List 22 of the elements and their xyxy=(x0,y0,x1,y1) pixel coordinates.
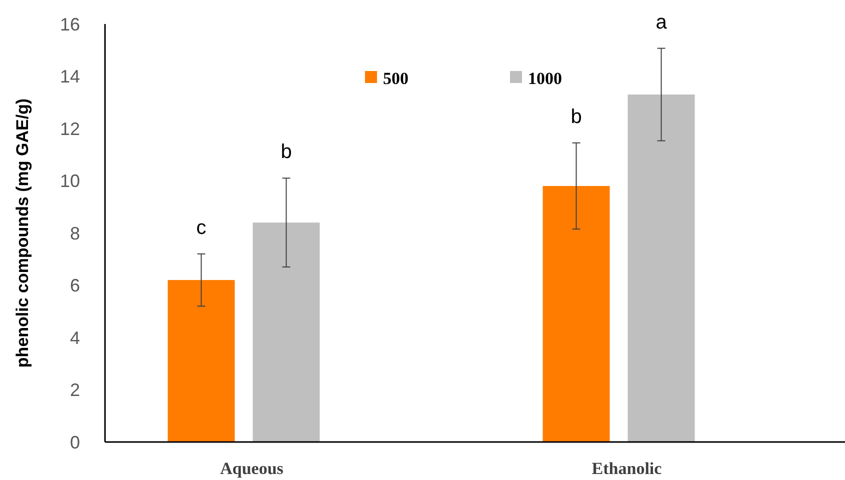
annotation: c xyxy=(196,216,206,239)
y-tick-label: 2 xyxy=(70,380,80,400)
y-axis-title: phenolic compounds (mg GAE/g) xyxy=(13,98,32,368)
x-tick-label: Ethanolic xyxy=(592,459,662,478)
legend-label: 500 xyxy=(383,68,408,88)
bar xyxy=(628,94,695,442)
bar xyxy=(542,186,610,442)
y-tick-label: 0 xyxy=(70,432,80,452)
bar xyxy=(252,222,320,442)
y-tick-label: 10 xyxy=(60,171,80,192)
annotation: a xyxy=(656,11,668,34)
bar xyxy=(168,280,235,442)
annotation: b xyxy=(280,141,292,164)
x-tick-label: Aqueous xyxy=(220,459,284,478)
annotation: b xyxy=(570,106,582,128)
y-tick-label: 6 xyxy=(70,276,80,296)
y-tick-label: 12 xyxy=(60,118,80,139)
legend-label: 1000 xyxy=(528,68,562,88)
y-tick-label: 16 xyxy=(60,14,80,34)
y-tick-label: 14 xyxy=(60,66,80,87)
y-tick-label: 8 xyxy=(70,223,80,244)
y-tick-label: 4 xyxy=(70,328,80,348)
